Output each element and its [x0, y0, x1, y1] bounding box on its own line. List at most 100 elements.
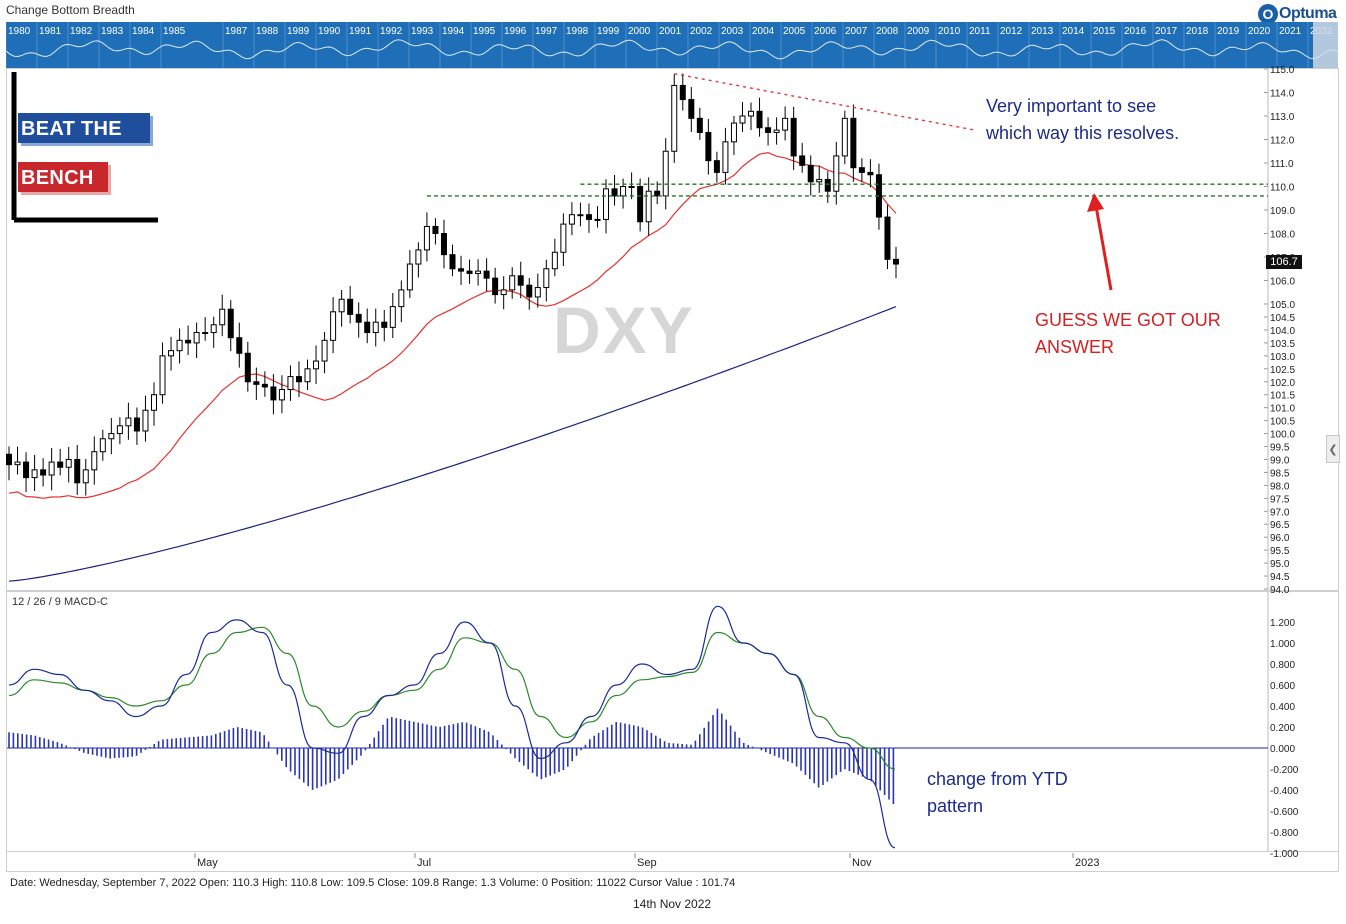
y-axis-tick-label: 113.0	[1270, 112, 1295, 123]
y-axis-tick-label: 104.0	[1270, 326, 1295, 337]
price-candle	[116, 417, 123, 445]
price-candle	[57, 448, 64, 476]
price-candle	[483, 258, 490, 292]
candle-body	[176, 339, 183, 352]
price-candle	[99, 429, 106, 461]
price-candle	[705, 118, 712, 175]
candle-body	[637, 186, 644, 223]
candle-body	[517, 275, 524, 286]
macd-y-tick-label: 0.800	[1270, 660, 1295, 671]
price-candle	[202, 317, 209, 341]
price-candle	[40, 458, 47, 487]
logo-beat-the: BEAT THE	[18, 113, 150, 143]
candle-body	[440, 233, 447, 256]
price-candle	[295, 361, 302, 398]
price-candle	[603, 179, 610, 234]
price-candle	[321, 332, 328, 374]
macd-y-tick-label: -1.000	[1270, 849, 1299, 860]
price-candle	[884, 204, 891, 270]
price-candle	[423, 212, 430, 262]
y-axis-tick-label: 98.5	[1270, 468, 1290, 479]
price-candle	[867, 159, 874, 188]
price-candle	[577, 202, 584, 227]
navigator-year-label: 2005	[783, 26, 806, 37]
candle-body	[304, 368, 311, 383]
price-candle	[193, 322, 200, 359]
y-axis-tick-label: 108.0	[1270, 230, 1295, 241]
candle-body	[816, 178, 823, 183]
macd-panel[interactable]	[6, 591, 1339, 852]
candle-body	[858, 167, 865, 173]
navigator-window-handle[interactable]	[1313, 22, 1338, 68]
macd-y-tick-label: 1.200	[1270, 618, 1295, 629]
candle-body	[884, 216, 891, 260]
annotation-arrow-head	[1087, 193, 1104, 212]
navigator-year-label: 2000	[628, 26, 651, 37]
price-candle	[338, 289, 345, 327]
candle-body	[824, 178, 831, 192]
candle-body	[867, 171, 874, 176]
price-candle	[551, 238, 558, 277]
price-candle	[696, 107, 703, 140]
price-candle	[637, 178, 644, 232]
panel-collapse-toggle[interactable]: ❮	[1326, 435, 1340, 463]
candle-body	[185, 339, 192, 344]
price-candle	[355, 302, 362, 338]
navigator-year-label: 1995	[473, 26, 496, 37]
price-candle	[82, 458, 89, 496]
price-candle	[236, 322, 243, 368]
symbol-watermark: DXY	[553, 293, 695, 367]
price-candle	[654, 181, 661, 205]
candle-body	[372, 321, 379, 334]
price-candle	[875, 163, 882, 230]
navigator-year-label: 2008	[876, 26, 899, 37]
candle-body	[765, 127, 772, 133]
candle-body	[654, 190, 661, 197]
y-axis-tick-label: 97.0	[1270, 507, 1290, 518]
candle-body	[620, 186, 627, 197]
candle-body	[287, 376, 294, 391]
price-candle	[48, 448, 55, 491]
candle-body	[893, 258, 899, 265]
navigator-year-label: 2010	[938, 26, 961, 37]
price-candle	[790, 106, 797, 170]
price-candle	[748, 102, 755, 131]
candle-body	[193, 332, 200, 344]
navigator-year-label: 2006	[814, 26, 837, 37]
price-candle	[773, 117, 780, 145]
candle-body	[526, 284, 533, 298]
navigator-year-label: 2001	[659, 26, 682, 37]
status-bar: Date: Wednesday, September 7, 2022 Open:…	[10, 877, 736, 889]
y-axis-tick-label: 102.0	[1270, 378, 1295, 389]
navigator-year-label: 2018	[1186, 26, 1209, 37]
y-axis-tick-label: 101.5	[1270, 391, 1295, 402]
price-candle	[594, 206, 601, 228]
price-panel[interactable]	[6, 68, 1339, 591]
y-axis-tick-label: 96.0	[1270, 533, 1290, 544]
history-navigator[interactable]: 1980 1981 1982 1983 1984 1985 1987 1988 1989 1990…	[5, 22, 1339, 68]
candle-body	[40, 469, 47, 476]
price-candle	[406, 250, 413, 299]
price-candle	[159, 342, 166, 404]
candle-body	[807, 164, 814, 183]
candle-body	[381, 321, 388, 328]
candle-body	[543, 268, 550, 289]
candle-body	[833, 155, 840, 192]
y-axis-tick-label: 104.5	[1270, 313, 1295, 324]
optuma-logo-icon: O	[1258, 4, 1278, 24]
candle-body	[628, 186, 635, 188]
candle-body	[483, 270, 490, 279]
price-candle	[722, 127, 729, 185]
candle-body	[48, 461, 55, 476]
price-candle	[253, 367, 260, 400]
y-axis-tick-label: 111.0	[1270, 159, 1294, 170]
price-candle	[662, 138, 669, 210]
y-axis-tick-label: 98.0	[1270, 481, 1290, 492]
candle-body	[645, 190, 652, 223]
price-candle	[585, 203, 592, 233]
price-candle	[219, 294, 226, 337]
y-axis-tick-label: 94.5	[1270, 572, 1290, 583]
y-axis-tick-label: 95.0	[1270, 559, 1290, 570]
navigator-year-label: 2015	[1093, 26, 1116, 37]
y-axis-tick-label: 102.5	[1270, 365, 1295, 376]
